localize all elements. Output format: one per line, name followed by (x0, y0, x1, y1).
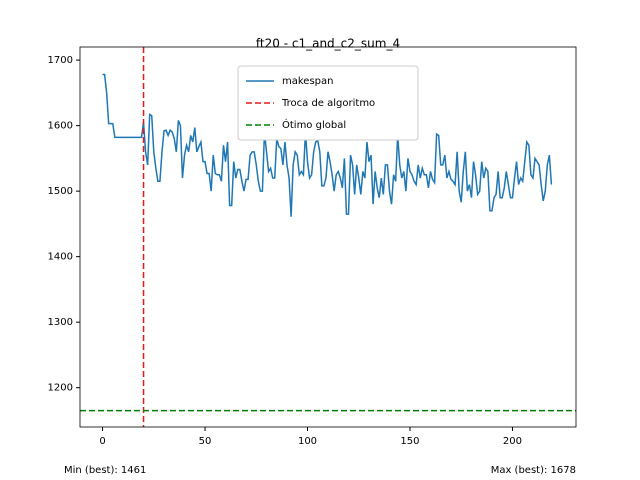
y-tick-label: 1400 (48, 252, 73, 263)
legend-box (237, 65, 419, 141)
x-tick-label: 150 (400, 436, 419, 447)
plot-frame (79, 46, 577, 428)
legend-label: Ótimo global (282, 118, 346, 131)
x-tick-label: 100 (298, 436, 317, 447)
y-tick-label: 1300 (48, 317, 73, 328)
chart-title: ft20 - c1_and_c2_sum_4 (256, 37, 400, 51)
y-tick-label: 1600 (48, 121, 73, 132)
y-tick-label: 1500 (48, 186, 73, 197)
x-tick-label: 0 (99, 436, 105, 447)
legend-label: makespan (282, 76, 333, 87)
y-tick-label: 1700 (48, 55, 73, 66)
x-tick-label: 50 (199, 436, 212, 447)
annotation: Min (best): 1461 (64, 465, 146, 476)
x-tick-label: 200 (503, 436, 522, 447)
legend-label: Troca de algoritmo (281, 98, 375, 109)
annotation: Max (best): 1678 (491, 465, 576, 476)
data-line (102, 73, 553, 217)
y-tick-label: 1200 (48, 383, 73, 394)
